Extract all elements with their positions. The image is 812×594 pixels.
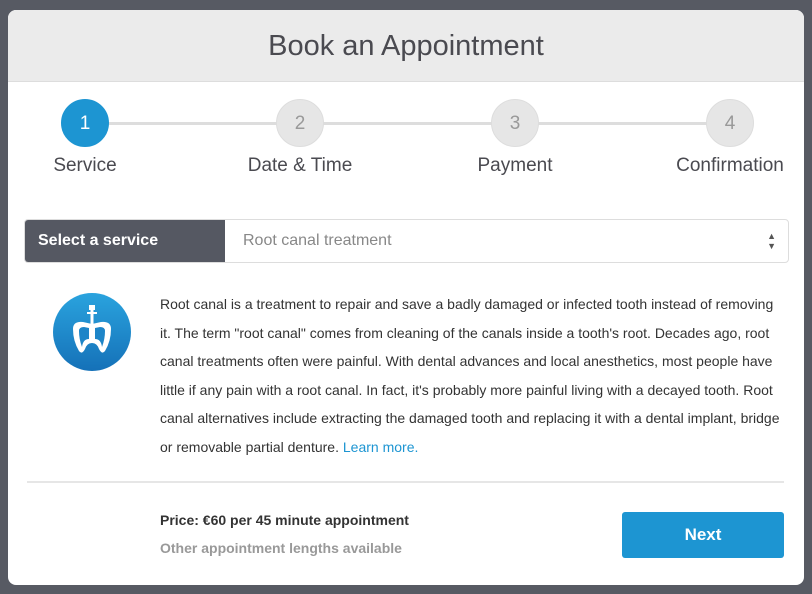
next-button[interactable]: Next [622, 512, 784, 558]
step-date-time[interactable]: 2 Date & Time [230, 99, 370, 177]
step-label: Service [53, 155, 117, 176]
step-label: Date & Time [247, 155, 353, 176]
root-canal-tooth-icon [53, 293, 131, 371]
step-service[interactable]: 1 Service [15, 99, 155, 177]
booking-card: Book an Appointment 1 Service 2 Date & T… [8, 10, 804, 585]
service-select-label: Select a service [25, 220, 225, 262]
service-select-value[interactable]: Root canal treatment ▲ ▼ [225, 220, 788, 262]
progress-line [85, 122, 730, 125]
service-description: Root canal is a treatment to repair and … [160, 290, 785, 461]
step-label: Payment [477, 155, 553, 176]
step-label: Confirmation [676, 155, 784, 176]
step-number: 1 [61, 99, 109, 147]
service-select[interactable]: Select a service Root canal treatment ▲ ▼ [24, 219, 789, 263]
page-title: Book an Appointment [8, 10, 804, 82]
step-payment[interactable]: 3 Payment [445, 99, 585, 177]
step-number: 2 [276, 99, 324, 147]
other-lengths-text: Other appointment lengths available [160, 540, 402, 556]
step-number: 3 [491, 99, 539, 147]
step-confirmation[interactable]: 4 Confirmation [660, 99, 800, 177]
price-text: Price: €60 per 45 minute appointment [160, 512, 409, 528]
learn-more-link[interactable]: Learn more. [342, 438, 419, 455]
description-text: Root canal is a treatment to repair and … [160, 296, 780, 455]
step-number: 4 [706, 99, 754, 147]
progress-steps: 1 Service 2 Date & Time 3 Payment 4 Conf… [8, 82, 804, 182]
select-arrows-icon: ▲ ▼ [767, 231, 776, 251]
selected-service: Root canal treatment [243, 232, 392, 249]
divider [27, 481, 784, 483]
